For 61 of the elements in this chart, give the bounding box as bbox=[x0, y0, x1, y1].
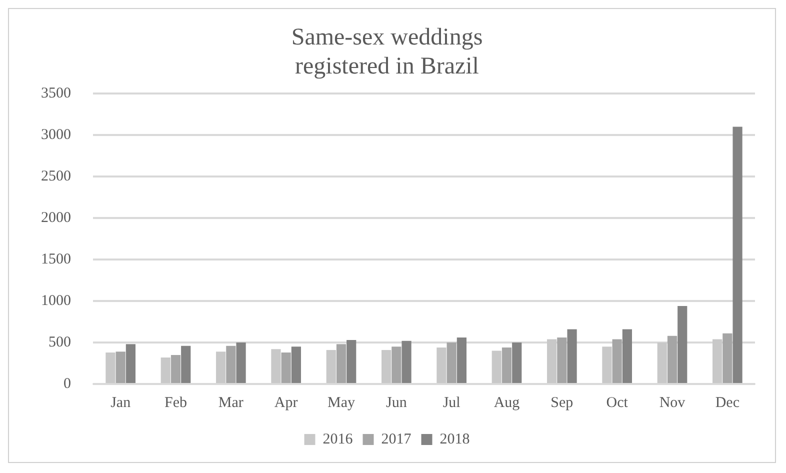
bar bbox=[657, 342, 667, 383]
x-tick-label: Aug bbox=[494, 394, 520, 411]
bar bbox=[612, 339, 622, 383]
x-tick-label: Apr bbox=[274, 394, 298, 411]
y-tick-label: 1500 bbox=[41, 251, 71, 268]
text: Same-sex weddings bbox=[291, 24, 483, 51]
legend-label: 2017 bbox=[381, 431, 412, 448]
bar bbox=[732, 126, 742, 383]
bar bbox=[436, 347, 446, 383]
bar bbox=[382, 350, 392, 383]
bar bbox=[492, 350, 502, 383]
bar bbox=[326, 350, 336, 383]
bar bbox=[602, 346, 612, 383]
bar bbox=[160, 357, 170, 383]
text: registered in Brazil bbox=[295, 53, 479, 80]
bar bbox=[181, 346, 191, 383]
bar bbox=[126, 344, 136, 383]
bar bbox=[557, 338, 567, 383]
x-tick-label: Nov bbox=[659, 394, 686, 411]
bar bbox=[216, 352, 226, 383]
x-tick-label: Sep bbox=[550, 394, 574, 411]
legend-label: 2018 bbox=[440, 431, 470, 448]
y-tick-label: 2000 bbox=[41, 210, 71, 226]
legend-label: 2016 bbox=[322, 431, 354, 448]
bar bbox=[116, 352, 126, 383]
y-tick-label: 3500 bbox=[41, 86, 71, 102]
bar bbox=[502, 347, 512, 383]
bar bbox=[170, 354, 181, 383]
bar bbox=[281, 352, 291, 383]
bar bbox=[667, 336, 678, 383]
bar bbox=[722, 333, 732, 383]
bar bbox=[106, 352, 116, 383]
bar bbox=[456, 338, 466, 383]
bar bbox=[678, 306, 688, 383]
bar bbox=[392, 346, 402, 383]
x-tick-label: May bbox=[328, 394, 356, 411]
y-tick-label: 1000 bbox=[41, 292, 71, 309]
x-tick-label: Oct bbox=[606, 394, 629, 411]
x-tick-label: Dec bbox=[715, 394, 740, 411]
y-tick-label: 500 bbox=[48, 334, 71, 350]
bar bbox=[712, 339, 722, 383]
bar bbox=[291, 346, 301, 383]
bar bbox=[547, 339, 557, 383]
y-tick-label: 0 bbox=[64, 376, 71, 392]
bar bbox=[446, 342, 456, 383]
bar bbox=[236, 342, 246, 383]
bar bbox=[226, 346, 236, 383]
x-tick-label: Jan bbox=[110, 394, 132, 411]
bar bbox=[622, 329, 632, 383]
x-tick-label: Mar bbox=[218, 394, 244, 411]
bar bbox=[336, 344, 346, 383]
bar bbox=[567, 329, 577, 383]
x-tick-label: Jul bbox=[442, 394, 460, 411]
x-tick-label: Feb bbox=[164, 394, 187, 411]
x-tick-label: Jun bbox=[386, 394, 408, 411]
bar bbox=[271, 349, 281, 383]
y-tick-label: 3000 bbox=[41, 127, 71, 144]
bar bbox=[346, 340, 356, 383]
y-tick-label: 2500 bbox=[41, 168, 71, 185]
bar bbox=[512, 342, 522, 383]
bar bbox=[402, 340, 412, 383]
